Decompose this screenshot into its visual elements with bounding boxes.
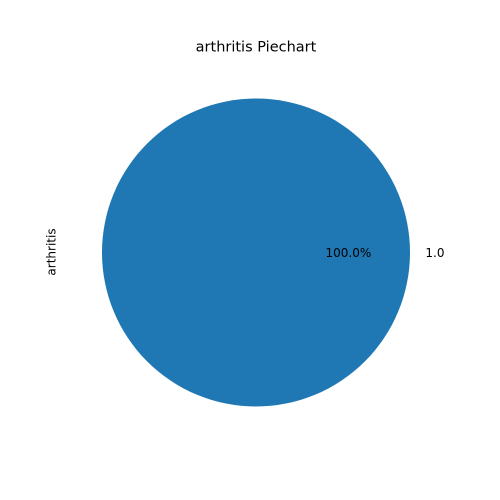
slice-percent-label: 100.0% — [326, 246, 372, 260]
pie-slice-labels: 1.0 100.0% — [326, 246, 445, 260]
pie-slice — [102, 98, 410, 407]
y-axis-label: arthritis — [45, 228, 59, 275]
pie-slices — [102, 98, 410, 407]
chart-title: arthritis Piechart — [196, 40, 317, 56]
slice-label: 1.0 — [425, 246, 444, 260]
